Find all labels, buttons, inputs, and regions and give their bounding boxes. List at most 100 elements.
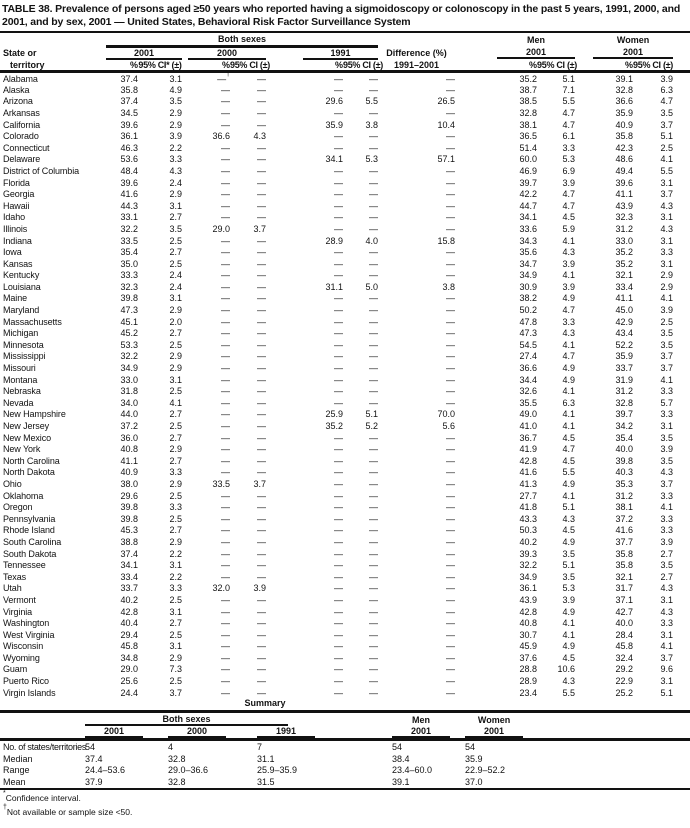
summary-value-cell: 31.5 bbox=[257, 777, 275, 788]
ci-1991-cell: — bbox=[369, 687, 379, 698]
year-2000-header: 2000 bbox=[182, 46, 266, 60]
table-row: Montana 33.0 3.1 — — — — — 34.4 4.9 31.9… bbox=[0, 374, 690, 386]
men-ci-cell: 4.9 bbox=[562, 478, 576, 489]
men-ci-cell: 4.3 bbox=[562, 676, 576, 687]
state-cell: Arizona bbox=[3, 96, 33, 107]
ci-2001-cell: 2.2 bbox=[169, 548, 182, 559]
men-pct-cell: 42.2 bbox=[519, 189, 538, 200]
summary-value-cell: 39.1 bbox=[392, 777, 410, 788]
pct-2001-cell: 37.2 bbox=[120, 421, 138, 432]
difference-cell: — bbox=[446, 525, 456, 536]
pct-1991-cell: — bbox=[334, 84, 343, 95]
summary-top-rule bbox=[0, 710, 690, 714]
ci-2000-cell: — bbox=[257, 270, 266, 281]
summary-year-row: 2001 2000 1991 2001 2001 bbox=[0, 726, 690, 739]
ci-1991-cell: — bbox=[369, 641, 379, 652]
title-rule bbox=[0, 31, 690, 33]
ci-2001-cell: 2.4 bbox=[169, 270, 182, 281]
ci-1991-cell: — bbox=[369, 444, 379, 455]
ci-1991-cell: — bbox=[369, 502, 379, 513]
summary-spacer bbox=[0, 713, 85, 726]
ci-2000-cell: — bbox=[257, 536, 266, 547]
state-cell: North Dakota bbox=[3, 467, 55, 478]
difference-cell: — bbox=[446, 618, 456, 629]
ci-1991-cell: — bbox=[369, 73, 379, 84]
state-cell: Nevada bbox=[3, 397, 34, 408]
ci-2000-cell: — bbox=[257, 96, 266, 107]
men-ci-cell: 4.1 bbox=[562, 490, 576, 501]
pct-2000-cell: — bbox=[221, 165, 230, 176]
table-row: Puerto Rico 25.6 2.5 — — — — — 28.9 4.3 … bbox=[0, 675, 690, 687]
men-ci-cell: 5.5 bbox=[562, 96, 576, 107]
pct-2001-cell: 48.4 bbox=[120, 165, 138, 176]
ci-2001-cell: 7.3 bbox=[169, 664, 182, 675]
women-pct-cell: 49.4 bbox=[615, 165, 634, 176]
table-row: Utah 33.7 3.3 32.0 3.9 — — — 36.1 5.3 31… bbox=[0, 583, 690, 595]
pct-2001-cell: 35.0 bbox=[120, 258, 138, 269]
difference-cell: — bbox=[446, 258, 456, 269]
women-ci-cell: 4.1 bbox=[660, 293, 674, 304]
women-ci-cell: 5.7 bbox=[660, 397, 674, 408]
ci-2001-cell: 2.2 bbox=[169, 571, 182, 582]
pct-2001-cell: 29.6 bbox=[120, 490, 138, 501]
table-row: Hawaii 44.3 3.1 — — — — — 44.7 4.7 43.9 … bbox=[0, 200, 690, 212]
table-row: Vermont 40.2 2.5 — — — — — 43.9 3.9 37.1… bbox=[0, 594, 690, 606]
pct-2000-cell: — bbox=[221, 258, 230, 269]
women-pct-cell: 32.3 bbox=[615, 212, 634, 223]
table-row: South Carolina 38.8 2.9 — — — — — 40.2 4… bbox=[0, 536, 690, 548]
pct-2001-cell: 39.6 bbox=[120, 177, 138, 188]
header-spacer bbox=[378, 33, 455, 46]
difference-cell: — bbox=[446, 606, 456, 617]
men-pct-cell: 45.9 bbox=[519, 641, 538, 652]
pct-2000-cell: — bbox=[221, 513, 230, 524]
table-row: Illinois 32.2 3.5 29.0 3.7 — — — 33.6 5.… bbox=[0, 223, 690, 235]
state-cell: Delaware bbox=[3, 154, 41, 165]
women-pct-cell: 35.4 bbox=[615, 432, 634, 443]
table-row: Idaho 33.1 2.7 — — — — — 34.1 4.5 32.3 3… bbox=[0, 212, 690, 224]
pct-2000-cell: — bbox=[221, 374, 230, 385]
summary-body-table: No. of states/territories 54 4 7 54 54 M… bbox=[0, 741, 690, 787]
ci-header: 95% CI (±) bbox=[230, 59, 270, 73]
difference-cell: — bbox=[446, 571, 456, 582]
men-pct-cell: 30.7 bbox=[519, 629, 538, 640]
men-pct-cell: 34.7 bbox=[519, 258, 538, 269]
table-row: Arkansas 34.5 2.9 — — — — — 32.8 4.7 35.… bbox=[0, 107, 690, 119]
men-ci-cell: 4.7 bbox=[562, 200, 576, 211]
pct-2001-cell: 29.4 bbox=[120, 629, 138, 640]
difference-cell: — bbox=[446, 316, 456, 327]
state-cell: Virgin Islands bbox=[3, 687, 56, 698]
difference-cell: 10.4 bbox=[437, 119, 456, 130]
ci-1991-cell: 3.8 bbox=[365, 119, 379, 130]
state-cell: North Carolina bbox=[3, 455, 60, 466]
summary-value-cell: 54 bbox=[392, 742, 403, 753]
ci-1991-cell: — bbox=[369, 293, 379, 304]
ci-2000-cell: — bbox=[257, 548, 266, 559]
women-pct-cell: 37.1 bbox=[615, 594, 634, 605]
women-pct-cell: 36.6 bbox=[615, 96, 634, 107]
women-ci-cell: 3.5 bbox=[660, 107, 674, 118]
summary-label-cell: Median bbox=[3, 753, 33, 764]
pct-1991-cell: 34.1 bbox=[325, 154, 343, 165]
table-row: South Dakota 37.4 2.2 — — — — — 39.3 3.5… bbox=[0, 548, 690, 560]
men-pct-cell: 32.8 bbox=[519, 107, 538, 118]
summary-value-cell: 4 bbox=[168, 742, 174, 753]
ci-2001-cell: 2.5 bbox=[169, 258, 182, 269]
difference-cell: — bbox=[446, 212, 456, 223]
pct-2001-cell: 36.1 bbox=[120, 131, 138, 142]
summary-row: Mean 37.9 32.8 31.5 39.1 37.0 bbox=[0, 776, 690, 788]
ci-1991-cell: — bbox=[369, 594, 379, 605]
ci-1991-cell: — bbox=[369, 374, 379, 385]
ci-2000-cell: 3.7 bbox=[253, 223, 266, 234]
pct-2000-cell: — bbox=[221, 676, 230, 687]
pct-2000-cell: — bbox=[221, 641, 230, 652]
men-pct-cell: 30.9 bbox=[519, 281, 538, 292]
men-ci-cell: 10.6 bbox=[557, 664, 576, 675]
men-pct-cell: 33.6 bbox=[519, 223, 538, 234]
difference-cell: — bbox=[446, 548, 456, 559]
ci-1991-cell: — bbox=[369, 351, 379, 362]
women-ci-cell: 3.3 bbox=[660, 490, 674, 501]
pct-1991-cell: — bbox=[334, 490, 343, 501]
women-pct-cell: 32.1 bbox=[615, 571, 634, 582]
pct-2000-cell: — bbox=[221, 281, 230, 292]
pct-2000-cell: — bbox=[221, 687, 230, 698]
